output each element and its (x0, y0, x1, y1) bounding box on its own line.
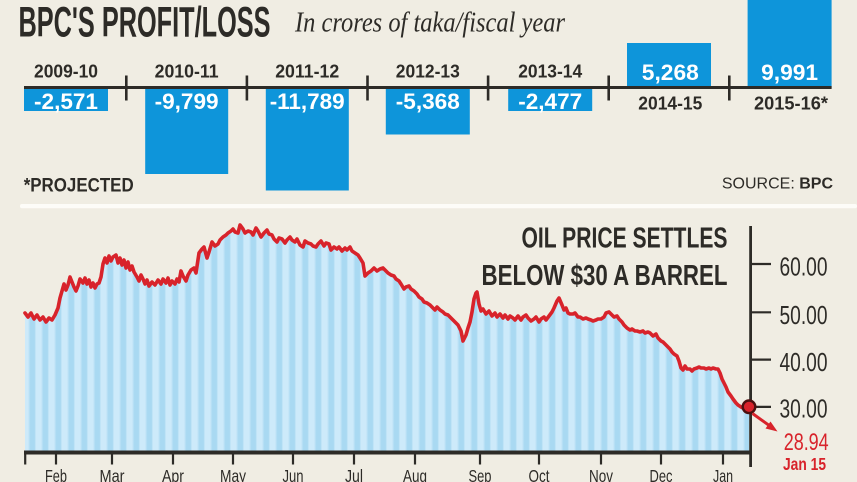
svg-text:2010-11: 2010-11 (155, 61, 219, 82)
svg-text:40.00: 40.00 (780, 347, 828, 377)
svg-text:2011-12: 2011-12 (275, 61, 339, 82)
svg-text:Jul: Jul (345, 466, 363, 482)
svg-text:Sep: Sep (469, 466, 492, 482)
svg-text:2012-13: 2012-13 (396, 61, 460, 82)
svg-text:May: May (220, 466, 246, 482)
svg-text:Mar: Mar (100, 466, 125, 482)
svg-text:-9,799: -9,799 (155, 89, 219, 114)
svg-text:In crores of taka/fiscal year: In crores of taka/fiscal year (294, 7, 565, 39)
svg-text:-11,789: -11,789 (270, 89, 345, 114)
svg-text:5,268: 5,268 (642, 60, 699, 85)
svg-text:Jan: Jan (713, 466, 733, 482)
svg-text:-5,368: -5,368 (396, 89, 460, 114)
svg-text:Feb: Feb (45, 466, 67, 482)
svg-text:OIL PRICE SETTLES: OIL PRICE SETTLES (522, 223, 728, 255)
svg-text:*PROJECTED: *PROJECTED (24, 176, 134, 197)
svg-text:2009-10: 2009-10 (34, 61, 98, 82)
svg-text:Nov: Nov (589, 466, 613, 482)
svg-text:-2,477: -2,477 (518, 89, 582, 114)
svg-text:Dec: Dec (650, 466, 673, 482)
svg-text:Jun: Jun (283, 466, 304, 482)
svg-text:SOURCE: BPC: SOURCE: BPC (722, 176, 834, 193)
svg-text:Aug: Aug (403, 466, 427, 482)
svg-text:Jan 15: Jan 15 (783, 454, 826, 474)
svg-text:30.00: 30.00 (780, 393, 828, 423)
svg-text:9,991: 9,991 (761, 60, 818, 85)
svg-text:2014-15: 2014-15 (638, 93, 702, 114)
svg-text:2015-16*: 2015-16* (754, 93, 829, 114)
svg-text:Apr: Apr (162, 466, 184, 482)
svg-text:2013-14: 2013-14 (518, 61, 583, 82)
svg-text:28.94: 28.94 (784, 429, 829, 456)
svg-text:-2,571: -2,571 (34, 89, 98, 114)
svg-text:BPC'S PROFIT/LOSS: BPC'S PROFIT/LOSS (19, 0, 271, 47)
svg-text:50.00: 50.00 (780, 300, 828, 330)
svg-text:Oct: Oct (529, 466, 550, 482)
svg-text:BELOW $30 A BARREL: BELOW $30 A BARREL (482, 260, 728, 292)
svg-text:60.00: 60.00 (780, 252, 828, 282)
